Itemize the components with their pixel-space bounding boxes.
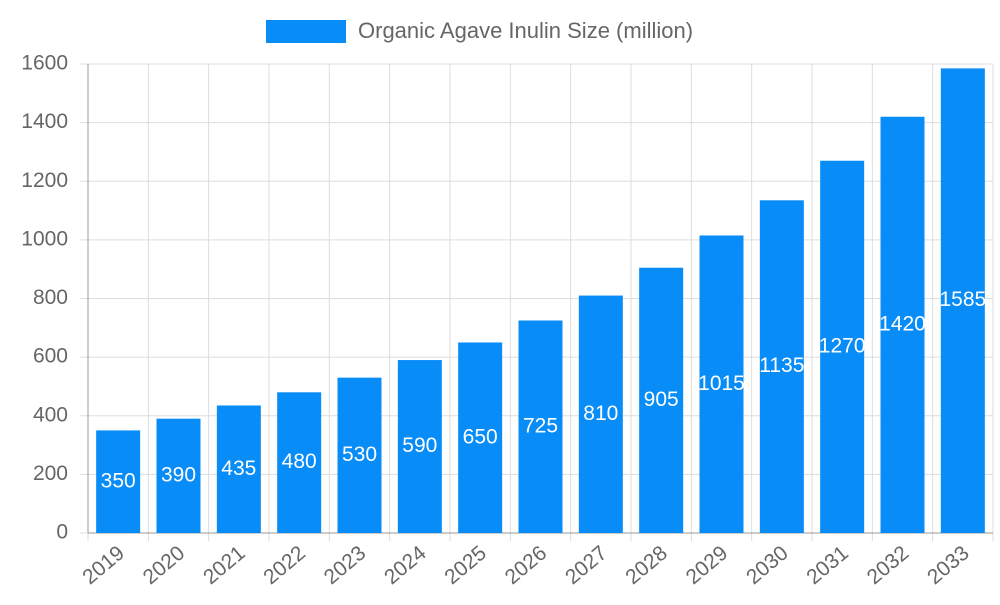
bar	[940, 68, 985, 533]
data-label: 1015	[698, 372, 745, 395]
data-label: 390	[161, 463, 196, 486]
x-tick-label: 2026	[501, 541, 552, 589]
data-label: 1585	[939, 288, 986, 311]
x-tick-label: 2033	[923, 541, 974, 589]
y-tick-label: 800	[33, 286, 68, 309]
data-label: 1420	[879, 312, 926, 335]
bar	[277, 392, 322, 533]
data-label: 1135	[759, 354, 804, 377]
x-tick-label: 2020	[139, 541, 190, 589]
x-tick-label: 2024	[380, 541, 431, 589]
x-tick-label: 2029	[682, 541, 733, 589]
x-tick-label: 2019	[78, 541, 129, 589]
bar	[96, 430, 141, 533]
data-label: 725	[523, 414, 558, 437]
data-label: 650	[463, 425, 498, 448]
bar	[759, 200, 804, 533]
y-tick-label: 1000	[21, 227, 68, 250]
data-label: 590	[402, 434, 437, 457]
x-tick-label: 2027	[561, 541, 612, 589]
data-label: 350	[101, 469, 136, 492]
legend-label: Organic Agave Inulin Size (million)	[358, 18, 693, 43]
bar	[699, 235, 744, 533]
bar	[518, 320, 563, 533]
data-label: 530	[342, 443, 377, 466]
y-tick-label: 600	[33, 345, 68, 368]
y-tick-label: 200	[33, 462, 68, 485]
bar	[639, 267, 684, 533]
bar	[880, 116, 925, 533]
y-tick-label: 1200	[21, 169, 68, 192]
x-tick-label: 2025	[440, 541, 491, 589]
bar	[820, 160, 865, 533]
bar	[397, 360, 442, 533]
legend: Organic Agave Inulin Size (million)	[266, 18, 693, 43]
x-tick-label: 2028	[621, 541, 672, 589]
data-label: 480	[282, 450, 317, 473]
data-label: 905	[644, 388, 679, 411]
bar	[216, 405, 261, 533]
y-tick-label: 400	[33, 403, 68, 426]
x-tick-label: 2030	[742, 541, 793, 589]
data-label: 810	[583, 402, 618, 425]
y-tick-label: 1600	[21, 52, 68, 75]
x-tick-label: 2032	[863, 541, 914, 589]
y-tick-label: 1400	[21, 110, 68, 133]
x-tick-label: 2022	[259, 541, 310, 589]
bar	[458, 342, 503, 533]
x-tick-label: 2031	[802, 541, 853, 589]
x-tick-label: 2023	[320, 541, 371, 589]
bar	[337, 377, 382, 533]
y-tick-label: 0	[56, 521, 68, 544]
bar	[578, 295, 623, 533]
x-tick-label: 2021	[199, 541, 250, 589]
data-label: 435	[221, 457, 256, 480]
bar	[156, 418, 201, 533]
legend-swatch	[266, 20, 346, 43]
data-label: 1270	[819, 334, 866, 357]
